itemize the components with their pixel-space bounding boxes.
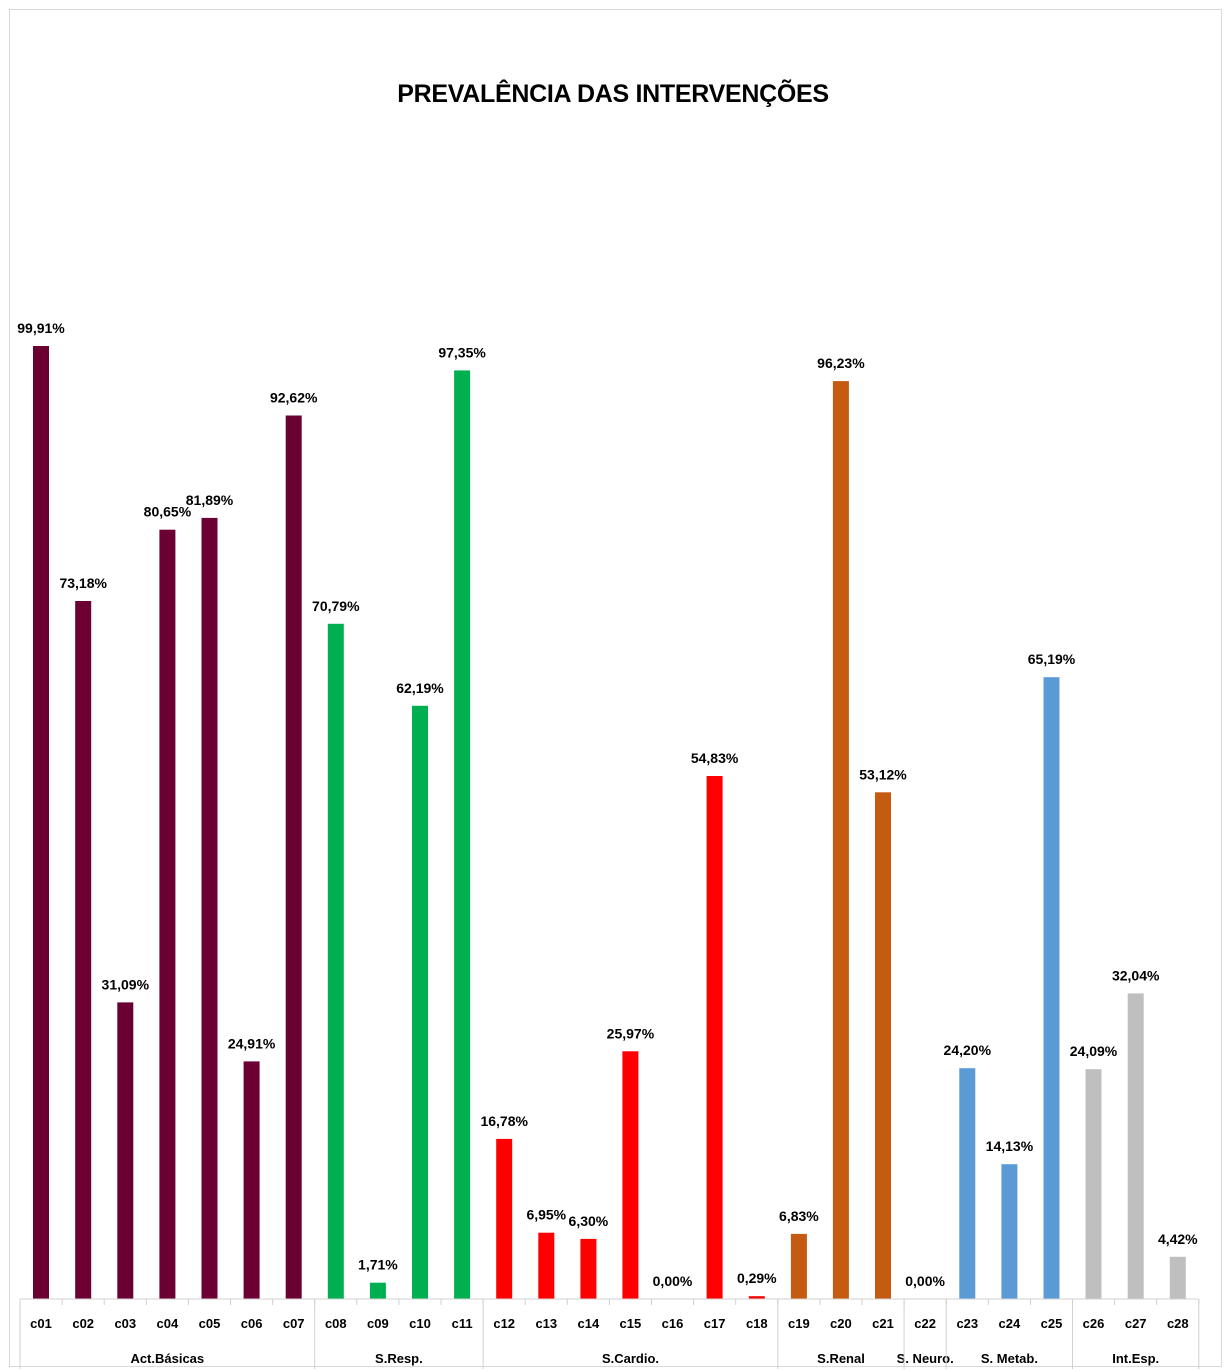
tick-label-c01: c01 (30, 1316, 52, 1331)
data-label-c09: 1,71% (358, 1257, 398, 1273)
tick-label-c26: c26 (1083, 1316, 1105, 1331)
bar-c27 (1127, 993, 1144, 1299)
data-label-c04: 80,65% (144, 504, 192, 520)
tick-label-c27: c27 (1125, 1316, 1147, 1331)
data-label-c20: 96,23% (817, 355, 865, 371)
tick-label-c09: c09 (367, 1316, 389, 1331)
data-label-c11: 97,35% (438, 344, 486, 360)
tick-label-c25: c25 (1041, 1316, 1063, 1331)
data-label-c21: 53,12% (859, 766, 907, 782)
data-label-c24: 14,13% (986, 1138, 1034, 1154)
data-label-c27: 32,04% (1112, 967, 1160, 983)
bar-c10 (412, 705, 428, 1299)
tick-label-c08: c08 (325, 1316, 347, 1331)
group-label-4: S. Neuro. (897, 1351, 954, 1366)
bar-c15 (622, 1051, 639, 1299)
data-label-c01: 99,91% (17, 320, 65, 336)
data-label-c10: 62,19% (396, 680, 444, 696)
tick-label-c18: c18 (746, 1316, 768, 1331)
bar-c02 (75, 601, 92, 1299)
group-label-1: S.Resp. (375, 1351, 423, 1366)
data-label-c19: 6,83% (779, 1208, 819, 1224)
data-label-c28: 4,42% (1158, 1231, 1198, 1247)
data-label-c06: 24,91% (228, 1035, 276, 1051)
bar-c28 (1169, 1256, 1186, 1299)
bar-c26 (1085, 1069, 1102, 1299)
bar-c09 (369, 1282, 386, 1299)
bar-c04 (159, 529, 176, 1299)
tick-label-c19: c19 (788, 1316, 810, 1331)
tick-label-c04: c04 (157, 1316, 179, 1331)
bar-c23 (959, 1068, 976, 1299)
tick-label-c03: c03 (114, 1316, 136, 1331)
bar-c19 (790, 1233, 807, 1299)
tick-label-c22: c22 (914, 1316, 936, 1331)
tick-label-c17: c17 (704, 1316, 726, 1331)
bar-c11 (454, 370, 471, 1299)
tick-label-c15: c15 (620, 1316, 642, 1331)
tick-label-c24: c24 (999, 1316, 1021, 1331)
bar-c08 (327, 623, 344, 1299)
group-label-2: S.Cardio. (602, 1351, 659, 1366)
tick-label-c02: c02 (72, 1316, 94, 1331)
bar-c25 (1043, 677, 1060, 1299)
group-label-0: Act.Básicas (130, 1351, 204, 1366)
tick-label-c13: c13 (535, 1316, 557, 1331)
bar-c20 (832, 381, 849, 1300)
bar-c06 (243, 1061, 260, 1299)
data-label-c22: 0,00% (905, 1273, 945, 1289)
data-label-c14: 6,30% (569, 1213, 609, 1229)
bar-c07 (285, 415, 302, 1299)
bar-c24 (1001, 1164, 1018, 1299)
data-label-c23: 24,20% (944, 1042, 992, 1058)
data-label-c17: 54,83% (691, 750, 739, 766)
data-label-c15: 25,97% (607, 1025, 655, 1041)
bar-c12 (496, 1138, 513, 1299)
bar-c05 (201, 517, 218, 1299)
group-label-5: S. Metab. (981, 1351, 1038, 1366)
data-label-c03: 31,09% (102, 976, 150, 992)
group-label-3: S.Renal (817, 1351, 865, 1366)
group-label-6: Int.Esp. (1112, 1351, 1159, 1366)
bar-c17 (706, 776, 723, 1299)
data-label-c25: 65,19% (1028, 651, 1076, 667)
bar-c21 (875, 792, 891, 1299)
data-label-c18: 0,29% (737, 1270, 777, 1286)
bar-c03 (117, 1002, 134, 1299)
data-label-c12: 16,78% (480, 1113, 528, 1129)
tick-label-c14: c14 (578, 1316, 600, 1331)
tick-label-c20: c20 (830, 1316, 852, 1331)
bar-c01 (33, 346, 49, 1299)
data-label-c08: 70,79% (312, 598, 360, 614)
data-label-c16: 0,00% (653, 1273, 693, 1289)
data-label-c07: 92,62% (270, 390, 318, 406)
chart-title: PREVALÊNCIA DAS INTERVENÇÕES (397, 80, 829, 108)
tick-label-c11: c11 (452, 1316, 473, 1331)
data-label-c13: 6,95% (526, 1207, 566, 1223)
data-label-c05: 81,89% (186, 492, 234, 508)
tick-label-c05: c05 (199, 1316, 221, 1331)
tick-label-c07: c07 (283, 1316, 305, 1331)
data-label-c26: 24,09% (1070, 1043, 1118, 1059)
data-label-c02: 73,18% (59, 575, 107, 591)
tick-label-c28: c28 (1167, 1316, 1189, 1331)
bar-c14 (580, 1238, 597, 1299)
tick-label-c21: c21 (872, 1316, 894, 1331)
tick-label-c23: c23 (956, 1316, 978, 1331)
tick-label-c12: c12 (493, 1316, 515, 1331)
bar-c18 (748, 1296, 765, 1299)
bar-c13 (538, 1232, 555, 1299)
tick-label-c16: c16 (662, 1316, 684, 1331)
tick-label-c10: c10 (409, 1316, 431, 1331)
tick-label-c06: c06 (241, 1316, 263, 1331)
